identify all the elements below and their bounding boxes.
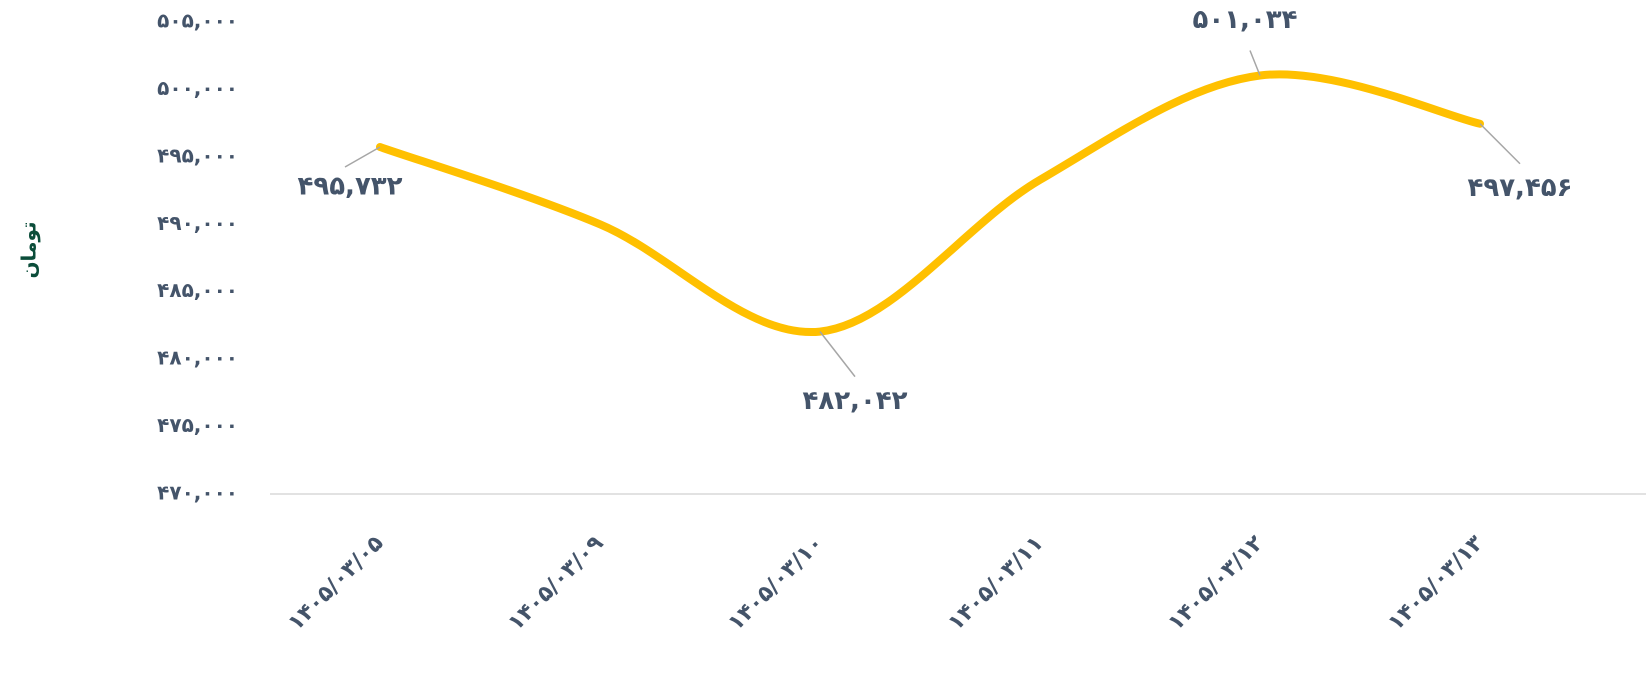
y-tick-label: ۴۹۵,۰۰۰ — [157, 143, 238, 167]
x-tick-label: ۱۴۰۵/۰۳/۱۲ — [1163, 530, 1268, 635]
data-label: ۴۸۲,۰۴۲ — [802, 386, 907, 416]
x-tick-label: ۱۴۰۵/۰۳/۱۰ — [723, 531, 828, 636]
y-tick-label: ۵۰۰,۰۰۰ — [157, 76, 238, 100]
leader-line — [344, 146, 381, 168]
x-tick-label: ۱۴۰۵/۰۳/۰۹ — [503, 531, 608, 636]
leader-line — [819, 331, 856, 378]
leader-line — [1249, 50, 1261, 76]
data-label: ۴۹۷,۴۵۶ — [1467, 173, 1572, 203]
y-tick-label: ۴۸۵,۰۰۰ — [157, 278, 238, 302]
data-label: ۵۰۱,۰۳۴ — [1192, 5, 1297, 35]
leader-line — [1479, 123, 1521, 165]
x-tick-label: ۱۴۰۵/۰۳/۱۱ — [943, 531, 1048, 636]
y-tick-label: ۴۷۵,۰۰۰ — [157, 413, 238, 437]
y-tick-label: ۵۰۵,۰۰۰ — [157, 9, 238, 33]
data-label: ۴۹۵,۷۳۲ — [297, 171, 402, 201]
y-tick-label: ۴۹۰,۰۰۰ — [157, 211, 238, 235]
line — [376, 70, 1484, 336]
y-tick-label: ۴۸۰,۰۰۰ — [157, 346, 238, 370]
y-axis-title: تومان — [17, 221, 41, 278]
x-tick-label: ۱۴۰۵/۰۳/۱۳ — [1383, 530, 1488, 635]
y-tick-label: ۴۷۰,۰۰۰ — [157, 481, 238, 505]
x-tick-label: ۱۴۰۵/۰۳/۰۵ — [283, 531, 388, 636]
